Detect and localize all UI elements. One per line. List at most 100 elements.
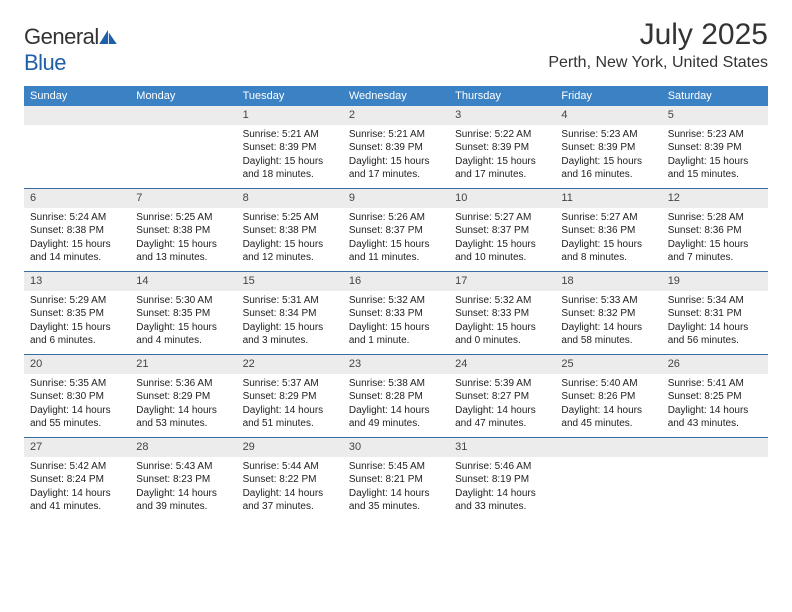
day-cell: 29Sunrise: 5:44 AMSunset: 8:22 PMDayligh… [237, 438, 343, 520]
day-number: 30 [343, 438, 449, 457]
sunset-text: Sunset: 8:38 PM [136, 224, 230, 238]
day-body: Sunrise: 5:38 AMSunset: 8:28 PMDaylight:… [343, 374, 449, 437]
day-number: 12 [662, 189, 768, 208]
sunrise-text: Sunrise: 5:22 AM [455, 128, 549, 142]
daylight-text: Daylight: 15 hours and 3 minutes. [243, 321, 337, 348]
day-cell: 16Sunrise: 5:32 AMSunset: 8:33 PMDayligh… [343, 272, 449, 354]
daylight-text: Daylight: 15 hours and 10 minutes. [455, 238, 549, 265]
day-body: Sunrise: 5:43 AMSunset: 8:23 PMDaylight:… [130, 457, 236, 520]
day-number [24, 106, 130, 125]
sunrise-text: Sunrise: 5:23 AM [561, 128, 655, 142]
sunset-text: Sunset: 8:35 PM [136, 307, 230, 321]
day-cell: 6Sunrise: 5:24 AMSunset: 8:38 PMDaylight… [24, 189, 130, 271]
sunrise-text: Sunrise: 5:41 AM [668, 377, 762, 391]
day-body: Sunrise: 5:32 AMSunset: 8:33 PMDaylight:… [449, 291, 555, 354]
sunrise-text: Sunrise: 5:27 AM [455, 211, 549, 225]
day-number: 1 [237, 106, 343, 125]
day-header: Monday [130, 86, 236, 106]
sunset-text: Sunset: 8:38 PM [243, 224, 337, 238]
day-body: Sunrise: 5:45 AMSunset: 8:21 PMDaylight:… [343, 457, 449, 520]
sunset-text: Sunset: 8:26 PM [561, 390, 655, 404]
daylight-text: Daylight: 15 hours and 11 minutes. [349, 238, 443, 265]
sunset-text: Sunset: 8:39 PM [668, 141, 762, 155]
day-number: 15 [237, 272, 343, 291]
sunrise-text: Sunrise: 5:46 AM [455, 460, 549, 474]
sunrise-text: Sunrise: 5:42 AM [30, 460, 124, 474]
day-cell: 11Sunrise: 5:27 AMSunset: 8:36 PMDayligh… [555, 189, 661, 271]
day-body: Sunrise: 5:21 AMSunset: 8:39 PMDaylight:… [237, 125, 343, 188]
day-number: 27 [24, 438, 130, 457]
sunset-text: Sunset: 8:23 PM [136, 473, 230, 487]
sunset-text: Sunset: 8:28 PM [349, 390, 443, 404]
daylight-text: Daylight: 14 hours and 45 minutes. [561, 404, 655, 431]
daylight-text: Daylight: 15 hours and 18 minutes. [243, 155, 337, 182]
sunrise-text: Sunrise: 5:31 AM [243, 294, 337, 308]
day-body: Sunrise: 5:28 AMSunset: 8:36 PMDaylight:… [662, 208, 768, 271]
day-cell [662, 438, 768, 520]
sunrise-text: Sunrise: 5:28 AM [668, 211, 762, 225]
day-cell: 15 Sunrise: 5:31 AMSunset: 8:34 PMDayligh… [237, 272, 343, 354]
day-cell: 18Sunrise: 5:33 AMSunset: 8:32 PMDayligh… [555, 272, 661, 354]
sunset-text: Sunset: 8:29 PM [136, 390, 230, 404]
day-cell: 19Sunrise: 5:34 AMSunset: 8:31 PMDayligh… [662, 272, 768, 354]
sunset-text: Sunset: 8:19 PM [455, 473, 549, 487]
sunset-text: Sunset: 8:34 PM [243, 307, 337, 321]
day-number: 9 [343, 189, 449, 208]
day-number [662, 438, 768, 457]
sunrise-text: Sunrise: 5:43 AM [136, 460, 230, 474]
daylight-text: Daylight: 14 hours and 53 minutes. [136, 404, 230, 431]
calendar: SundayMondayTuesdayWednesdayThursdayFrid… [24, 86, 768, 520]
day-cell: 31Sunrise: 5:46 AMSunset: 8:19 PMDayligh… [449, 438, 555, 520]
sunrise-text: Sunrise: 5:21 AM [349, 128, 443, 142]
day-body: Sunrise: 5:33 AMSunset: 8:32 PMDaylight:… [555, 291, 661, 354]
day-body: Sunrise: 5:22 AMSunset: 8:39 PMDaylight:… [449, 125, 555, 188]
month-title: July 2025 [548, 18, 768, 52]
day-body: Sunrise: 5:37 AMSunset: 8:29 PMDaylight:… [237, 374, 343, 437]
day-header: Wednesday [343, 86, 449, 106]
sunset-text: Sunset: 8:39 PM [561, 141, 655, 155]
day-body: Sunrise: 5:27 AMSunset: 8:36 PMDaylight:… [555, 208, 661, 271]
day-cell: 30Sunrise: 5:45 AMSunset: 8:21 PMDayligh… [343, 438, 449, 520]
day-header: Saturday [662, 86, 768, 106]
day-body: Sunrise: 5:23 AMSunset: 8:39 PMDaylight:… [555, 125, 661, 188]
day-number: 8 [237, 189, 343, 208]
sunset-text: Sunset: 8:36 PM [561, 224, 655, 238]
daylight-text: Daylight: 14 hours and 39 minutes. [136, 487, 230, 514]
sunrise-text: Sunrise: 5:40 AM [561, 377, 655, 391]
day-cell: 21Sunrise: 5:36 AMSunset: 8:29 PMDayligh… [130, 355, 236, 437]
sunrise-text: Sunrise: 5:32 AM [349, 294, 443, 308]
day-body: Sunrise: 5:25 AMSunset: 8:38 PMDaylight:… [130, 208, 236, 271]
day-cell: 23Sunrise: 5:38 AMSunset: 8:28 PMDayligh… [343, 355, 449, 437]
sunset-text: Sunset: 8:29 PM [243, 390, 337, 404]
day-number: 22 [237, 355, 343, 374]
day-number [130, 106, 236, 125]
daylight-text: Daylight: 15 hours and 6 minutes. [30, 321, 124, 348]
brand-logo: GeneralBlue [24, 24, 117, 76]
daylight-text: Daylight: 14 hours and 55 minutes. [30, 404, 124, 431]
day-cell: 5Sunrise: 5:23 AMSunset: 8:39 PMDaylight… [662, 106, 768, 188]
daylight-text: Daylight: 15 hours and 13 minutes. [136, 238, 230, 265]
day-body: Sunrise: 5:32 AMSunset: 8:33 PMDaylight:… [343, 291, 449, 354]
day-cell: 12Sunrise: 5:28 AMSunset: 8:36 PMDayligh… [662, 189, 768, 271]
day-body: Sunrise: 5:29 AMSunset: 8:35 PMDaylight:… [24, 291, 130, 354]
brand-part2: Blue [24, 50, 66, 75]
day-cell [24, 106, 130, 188]
sunset-text: Sunset: 8:31 PM [668, 307, 762, 321]
daylight-text: Daylight: 14 hours and 58 minutes. [561, 321, 655, 348]
sunset-text: Sunset: 8:38 PM [30, 224, 124, 238]
week-row: 13Sunrise: 5:29 AMSunset: 8:35 PMDayligh… [24, 271, 768, 354]
day-number: 26 [662, 355, 768, 374]
sunset-text: Sunset: 8:36 PM [668, 224, 762, 238]
day-body: Sunrise: 5:46 AMSunset: 8:19 PMDaylight:… [449, 457, 555, 520]
day-body: Sunrise: 5:41 AMSunset: 8:25 PMDaylight:… [662, 374, 768, 437]
day-number: 25 [555, 355, 661, 374]
day-number: 13 [24, 272, 130, 291]
sunset-text: Sunset: 8:25 PM [668, 390, 762, 404]
day-header: Tuesday [237, 86, 343, 106]
daylight-text: Daylight: 14 hours and 56 minutes. [668, 321, 762, 348]
sunset-text: Sunset: 8:24 PM [30, 473, 124, 487]
sunset-text: Sunset: 8:37 PM [455, 224, 549, 238]
day-cell: 3Sunrise: 5:22 AMSunset: 8:39 PMDaylight… [449, 106, 555, 188]
daylight-text: Daylight: 14 hours and 51 minutes. [243, 404, 337, 431]
daylight-text: Daylight: 14 hours and 41 minutes. [30, 487, 124, 514]
